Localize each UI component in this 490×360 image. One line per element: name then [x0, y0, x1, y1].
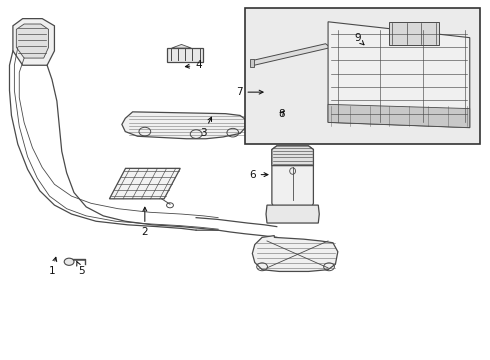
Text: 7: 7 [236, 87, 263, 97]
Polygon shape [122, 112, 245, 139]
Text: 2: 2 [142, 207, 148, 237]
Polygon shape [250, 59, 254, 67]
Polygon shape [389, 22, 439, 45]
Polygon shape [266, 205, 319, 223]
Text: 8: 8 [278, 109, 285, 119]
Text: 3: 3 [200, 117, 212, 138]
Bar [245, 8, 480, 144]
Polygon shape [172, 44, 191, 48]
Polygon shape [272, 146, 314, 214]
Text: 1: 1 [49, 257, 57, 276]
Polygon shape [272, 146, 314, 166]
Polygon shape [328, 104, 470, 128]
Polygon shape [328, 22, 470, 128]
Polygon shape [252, 235, 338, 271]
Text: 6: 6 [249, 170, 268, 180]
Polygon shape [16, 24, 49, 58]
Polygon shape [13, 19, 54, 65]
Text: 4: 4 [185, 60, 202, 70]
Text: 9: 9 [354, 33, 364, 45]
Circle shape [64, 258, 74, 265]
Polygon shape [252, 44, 331, 66]
Text: 5: 5 [76, 261, 85, 276]
Polygon shape [109, 168, 180, 199]
Polygon shape [167, 48, 203, 62]
